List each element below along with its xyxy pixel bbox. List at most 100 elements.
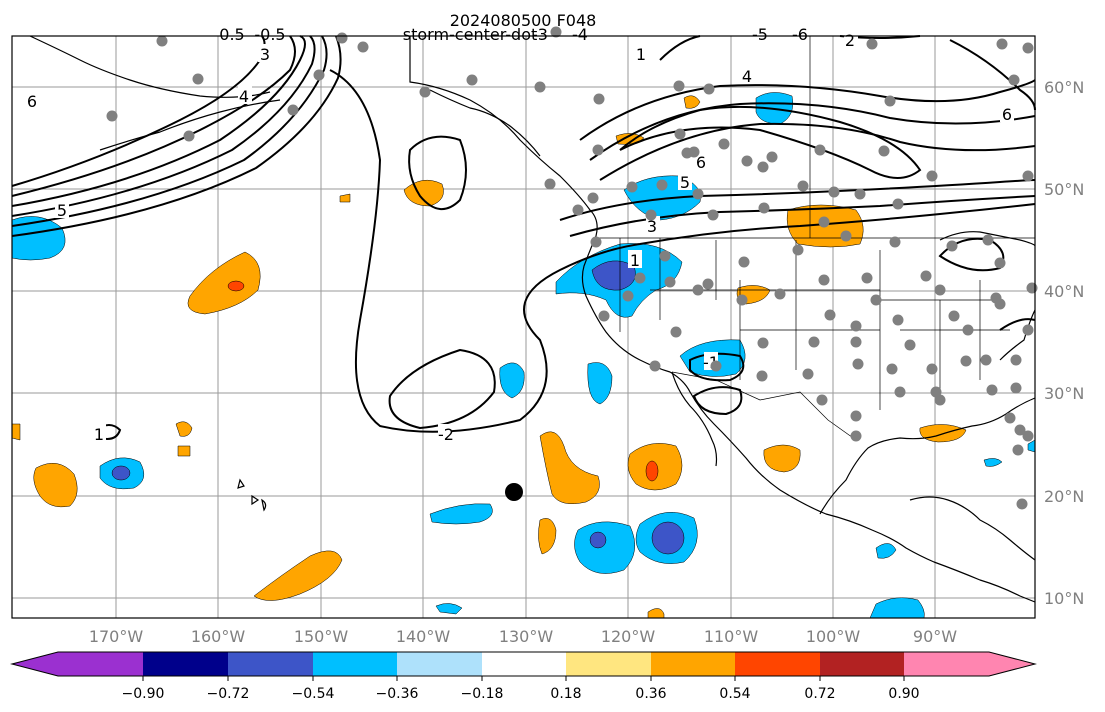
pos-anom-shape [177, 445, 191, 457]
contour-minus1-loop-b [692, 386, 743, 416]
colorbar-over-arrow [989, 652, 1035, 676]
colorbar-segment [904, 652, 989, 676]
neg-anom-shape [587, 362, 613, 405]
pos-anom-core [645, 460, 659, 482]
pos-anom-shape [339, 193, 351, 203]
pos-anom-shape [11, 423, 21, 441]
contour-label: 2 [845, 31, 855, 50]
storm-center-marker [505, 483, 523, 501]
lat-label: 60°N [1044, 78, 1084, 97]
contour-label: -0.5 [254, 25, 285, 44]
colorbar-tick-label: −0.72 [207, 686, 250, 702]
lon-label: 130°W [499, 627, 554, 646]
contour-label: 1 [636, 45, 646, 64]
contour-5 [11, 35, 296, 197]
latitude-labels: 60°N 50°N 40°N 30°N 20°N 10°N [1044, 78, 1084, 608]
contour-3 [11, 35, 316, 217]
pos-anom-shape [187, 251, 261, 315]
political-borders [596, 36, 1035, 441]
contour-upper-4 [619, 105, 922, 179]
figure-title: 2024080500 F048 [450, 11, 597, 30]
aleutian-islands [99, 99, 281, 151]
colorbar-tick-label: 0.54 [719, 686, 750, 702]
contour-label: 6 [696, 153, 706, 172]
colorbar-segment [482, 652, 566, 676]
colorbar-segment [566, 652, 651, 676]
neg-anom-shape [875, 543, 897, 559]
pos-anom-shape [763, 444, 801, 473]
map-marker-label: storm-center-dot [403, 25, 538, 44]
contour-mid-1 [559, 179, 1036, 221]
contour-label: -2 [438, 425, 454, 444]
contour-label: 5 [57, 201, 67, 220]
contour-1 [11, 35, 342, 237]
contour-loop [408, 135, 467, 210]
yucatan-coast [909, 496, 1036, 561]
colorbar-tick-label: −0.54 [292, 686, 335, 702]
longitude-labels: 170°W 160°W 150°W 140°W 130°W 120°W 110°… [89, 627, 957, 646]
station-markers [106, 26, 1038, 510]
contour-label: 0.5 [219, 25, 244, 44]
gulf-of-mexico-coast [819, 397, 1036, 515]
colorbar-segment [820, 652, 904, 676]
contour-upper-1 [579, 79, 1036, 141]
colorbar-tick-label: 0.18 [550, 686, 581, 702]
lon-label: 150°W [294, 627, 349, 646]
colorbar-tick-label: −0.90 [122, 686, 165, 702]
contour-label-layer: 6 5 4 3 -2 1 -1 6 5 6 3 1 2 1 [25, 31, 1014, 444]
florida-coast [999, 309, 1036, 361]
pos-anom-shape [33, 462, 78, 508]
contour-mid-2 [569, 195, 1036, 237]
colorbar-segment [58, 652, 143, 676]
lat-label: 10°N [1044, 589, 1084, 608]
lat-label: 30°N [1044, 384, 1084, 403]
neg-anom-shape [11, 216, 66, 261]
state-borders [619, 238, 1010, 410]
contour-minus2 [388, 348, 496, 430]
neg-anom-shape [983, 458, 1003, 467]
contour-label: 3 [260, 45, 270, 64]
colorbar-tick-label: 0.90 [888, 686, 919, 702]
neg-anom-core [651, 521, 685, 555]
map-panel: 6 5 4 3 -2 1 -1 6 5 6 3 1 2 1 [11, 26, 1038, 619]
contour-label: -5 [752, 25, 768, 44]
contour-label: -6 [792, 25, 808, 44]
pos-anom-shape [538, 518, 557, 555]
contour-label: -4 [572, 25, 588, 44]
contour-0 [329, 69, 1036, 433]
pos-anom-shape [539, 431, 600, 504]
coastlines [29, 35, 1036, 603]
neg-anom-core [591, 260, 636, 291]
neg-anom-core [589, 531, 607, 549]
lon-label: 140°W [396, 627, 451, 646]
neg-anom-shape [435, 603, 463, 615]
pos-anom-shape [175, 421, 193, 437]
contour-label: 4 [239, 87, 249, 106]
lon-label: 170°W [89, 627, 144, 646]
lon-label: 110°W [704, 627, 759, 646]
lat-label: 40°N [1044, 282, 1084, 301]
colorbar-segment [397, 652, 482, 676]
neg-anom-shape [429, 503, 493, 525]
baja-california [671, 371, 718, 467]
colorbar-segment [313, 652, 397, 676]
contour-label: 5 [680, 173, 690, 192]
contour-label: 4 [742, 67, 752, 86]
pos-anom-shape [683, 95, 701, 109]
map-frame [11, 35, 1036, 619]
colorbar-tick-label: −0.36 [376, 686, 419, 702]
colorbar-segment [735, 652, 820, 676]
neg-anom-shape [574, 521, 636, 574]
colorbar-tick-label: 0.36 [635, 686, 666, 702]
contour-2 [11, 35, 328, 227]
contour-east-edge [999, 318, 1036, 331]
contour-upper-3 [599, 122, 1036, 181]
colorbar-segment [143, 652, 228, 676]
contour-upper-2 [589, 102, 1036, 161]
alaska-panhandle [429, 89, 541, 157]
neg-anom-core [111, 465, 131, 481]
contour-label: 6 [1002, 105, 1012, 124]
colorbar-tick-label: 0.72 [804, 686, 835, 702]
neg-anom-shape [499, 362, 525, 399]
